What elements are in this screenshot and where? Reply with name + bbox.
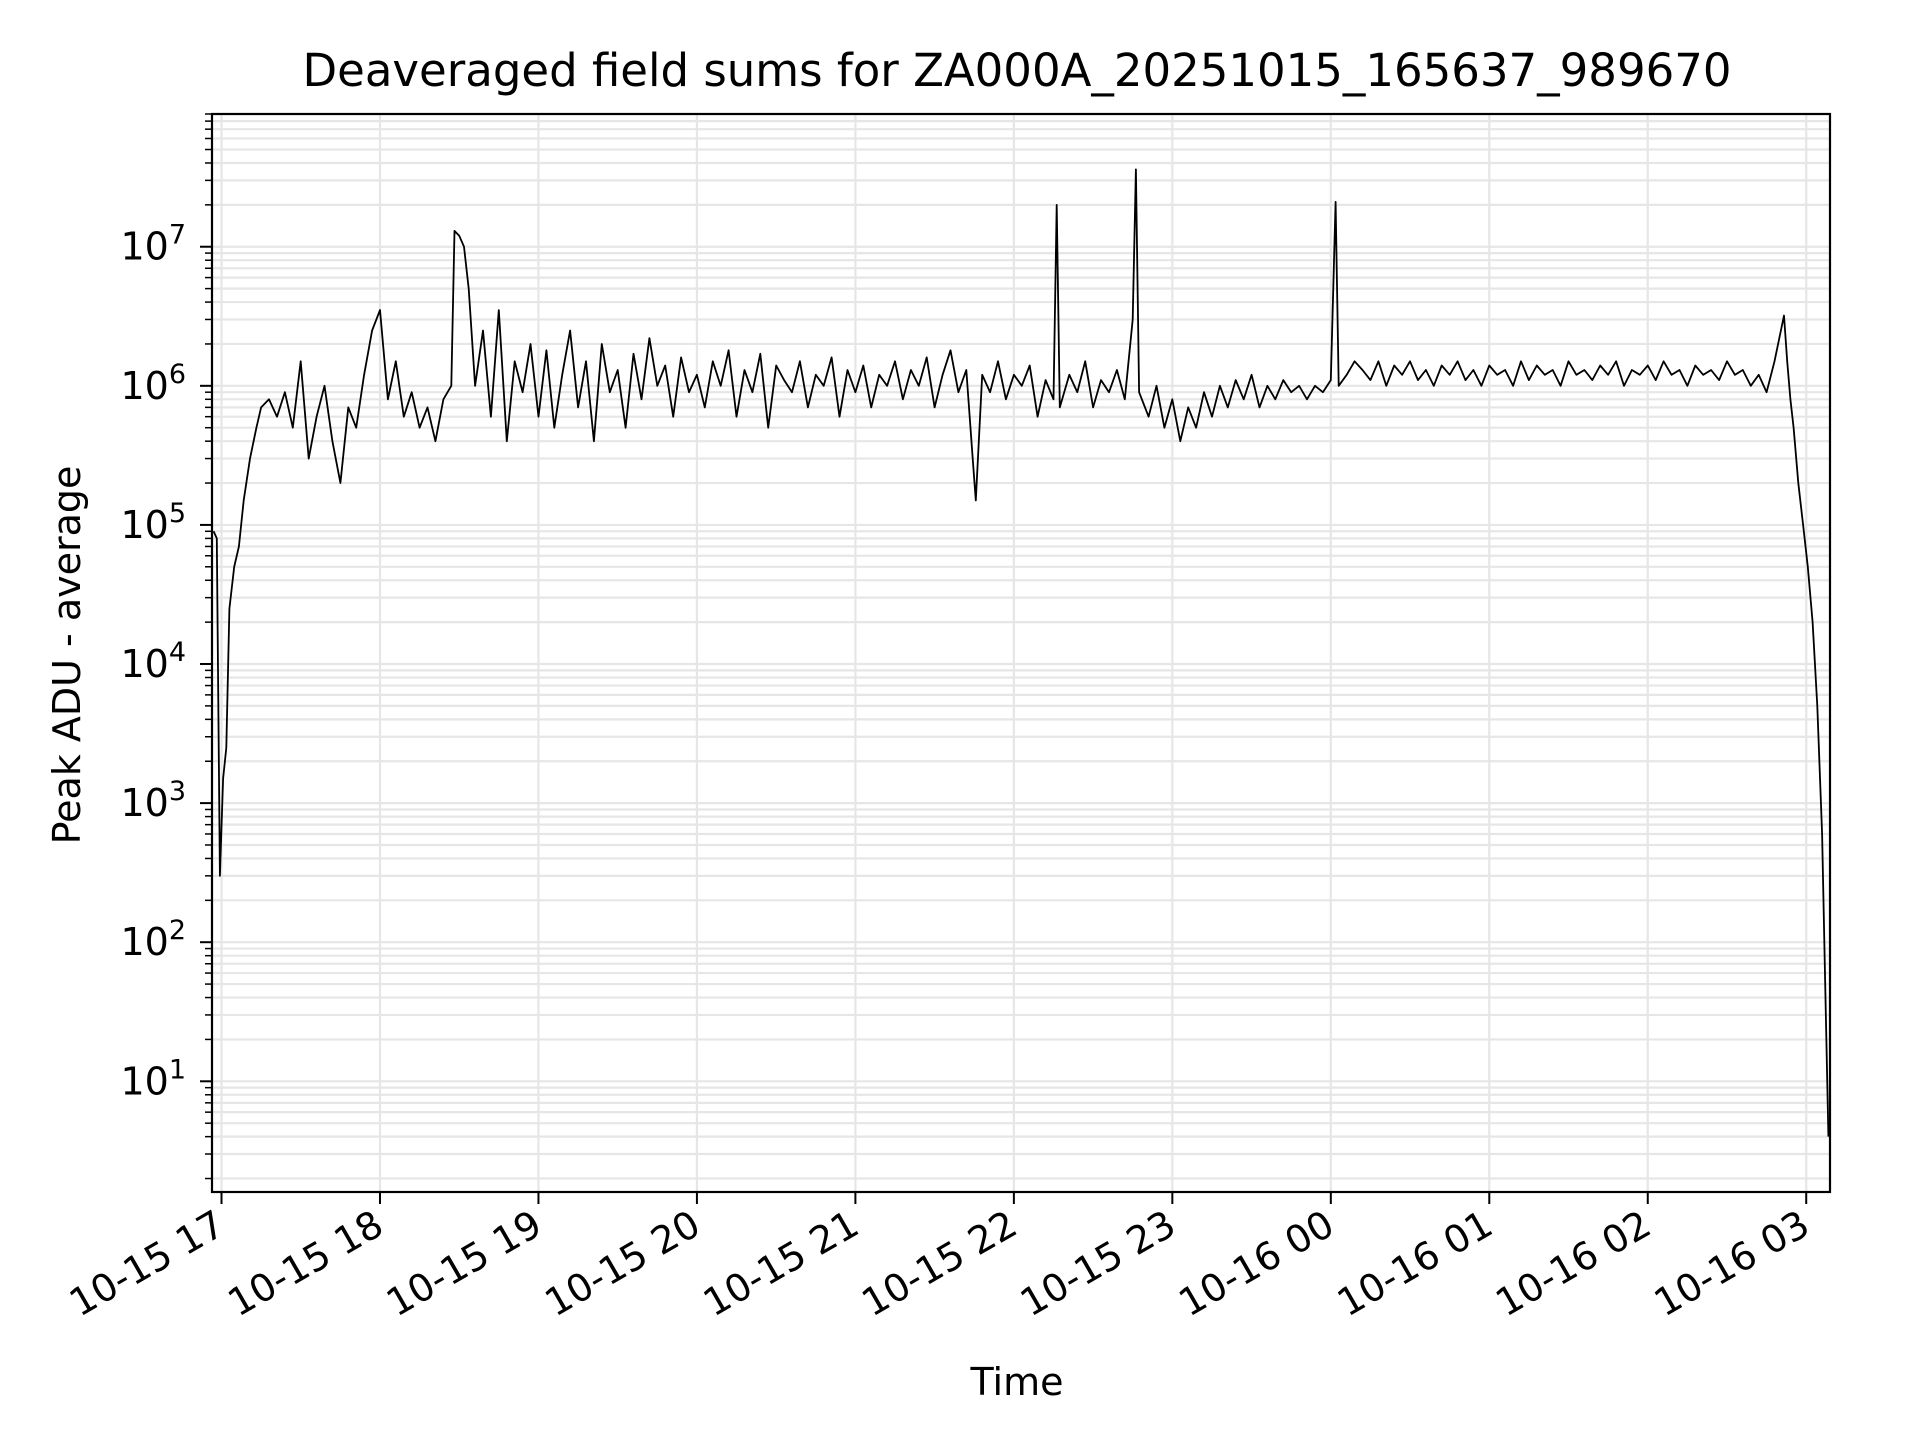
y-tick-label: 106 bbox=[120, 359, 186, 408]
y-tick-label: 101 bbox=[120, 1054, 186, 1103]
y-tick-label: 103 bbox=[120, 776, 186, 825]
y-tick-label: 102 bbox=[120, 915, 186, 964]
y-axis-label: Peak ADU - average bbox=[45, 466, 89, 845]
series-line-peak-adu bbox=[212, 168, 1830, 1137]
x-axis-label: Time bbox=[970, 1360, 1064, 1404]
axes-frame bbox=[210, 112, 1832, 1194]
y-tick-label: 107 bbox=[120, 220, 186, 269]
y-tick-label: 104 bbox=[120, 637, 186, 686]
y-tick-label: 105 bbox=[120, 498, 186, 547]
chart-title: Deaveraged field sums for ZA000A_2025101… bbox=[303, 44, 1732, 97]
